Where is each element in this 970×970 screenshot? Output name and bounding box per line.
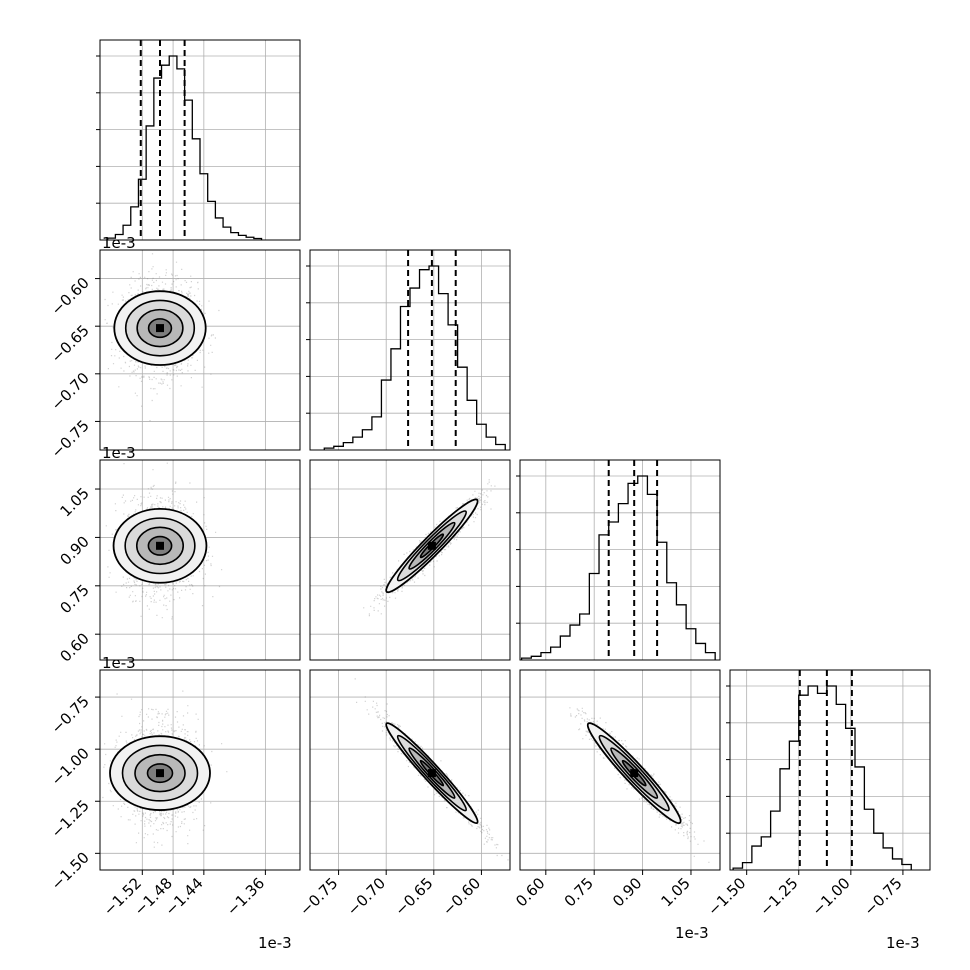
x-offset-label: 1e-3 — [886, 934, 920, 952]
panel-content — [310, 460, 510, 660]
y-tick-label: −1.50 — [48, 848, 93, 893]
panel-content — [100, 250, 300, 450]
y-offset-label: 1e-3 — [102, 444, 136, 462]
panel-frame — [99, 39, 301, 241]
x-tick-label: −0.65 — [391, 874, 436, 919]
panel-content — [100, 670, 300, 870]
x-tick-label: −1.00 — [808, 874, 853, 919]
histogram-line — [732, 685, 912, 870]
x-tick-label: 0.60 — [512, 874, 548, 910]
histogram-line — [520, 475, 716, 660]
x-tick-label: 1.05 — [657, 874, 693, 910]
y-offset-label: 1e-3 — [102, 654, 136, 672]
panel-frame — [309, 249, 511, 451]
y-tick-label: −0.70 — [48, 369, 93, 414]
panel-content — [100, 460, 300, 660]
y-tick-label: −0.75 — [48, 417, 93, 462]
panel-frame — [99, 459, 301, 661]
density-peak — [427, 769, 436, 778]
scatter-panel-1-0 — [99, 249, 301, 451]
histogram-panel-2 — [516, 459, 721, 661]
y-tick-label: −0.60 — [48, 274, 93, 319]
histogram-line — [323, 265, 506, 450]
x-tick-label: −0.75 — [296, 874, 341, 919]
y-tick-label: 0.75 — [56, 581, 92, 617]
x-tick-label: 0.90 — [609, 874, 645, 910]
x-tick-label: −0.70 — [344, 874, 389, 919]
density-peak — [156, 769, 164, 778]
panel-frame — [519, 669, 721, 871]
histogram-panel-3 — [726, 669, 931, 871]
panel-content — [520, 670, 720, 870]
scatter-panel-3-1 — [309, 669, 511, 871]
density-peak — [156, 541, 164, 550]
y-tick-label: 0.90 — [56, 533, 92, 569]
panel-frame — [99, 249, 301, 451]
density-peak — [156, 324, 164, 333]
x-offset-label: 1e-3 — [258, 934, 292, 952]
y-tick-label: −0.75 — [48, 692, 93, 737]
histogram-panel-1 — [306, 249, 511, 451]
panel-frame — [309, 669, 511, 871]
x-offset-label: 1e-3 — [675, 924, 709, 942]
scatter-panel-2-1 — [309, 459, 511, 661]
y-tick-label: −1.25 — [48, 796, 93, 841]
y-tick-label: −1.00 — [48, 744, 93, 789]
panel-content — [310, 670, 510, 870]
x-tick-label: −0.75 — [861, 874, 906, 919]
density-peak — [427, 541, 436, 550]
density-peak — [630, 769, 639, 778]
y-tick-label: 0.60 — [56, 629, 92, 665]
y-tick-label: −0.65 — [48, 321, 93, 366]
x-tick-label: −1.50 — [704, 874, 749, 919]
panel-frame — [99, 669, 301, 871]
x-tick-label: −0.60 — [439, 874, 484, 919]
x-tick-label: 0.75 — [561, 874, 597, 910]
scatter-panel-3-2 — [519, 669, 721, 871]
x-tick-label: −1.25 — [756, 874, 801, 919]
scatter-panel-2-0 — [99, 459, 301, 661]
y-tick-label: 1.05 — [56, 484, 92, 520]
scatter-panel-3-0 — [99, 669, 301, 871]
panel-frame — [309, 459, 511, 661]
panel-frame — [519, 459, 721, 661]
y-offset-label: 1e-3 — [102, 234, 136, 252]
x-tick-label: −1.36 — [223, 874, 268, 919]
panel-frame — [729, 669, 931, 871]
histogram-panel-0 — [96, 39, 301, 241]
